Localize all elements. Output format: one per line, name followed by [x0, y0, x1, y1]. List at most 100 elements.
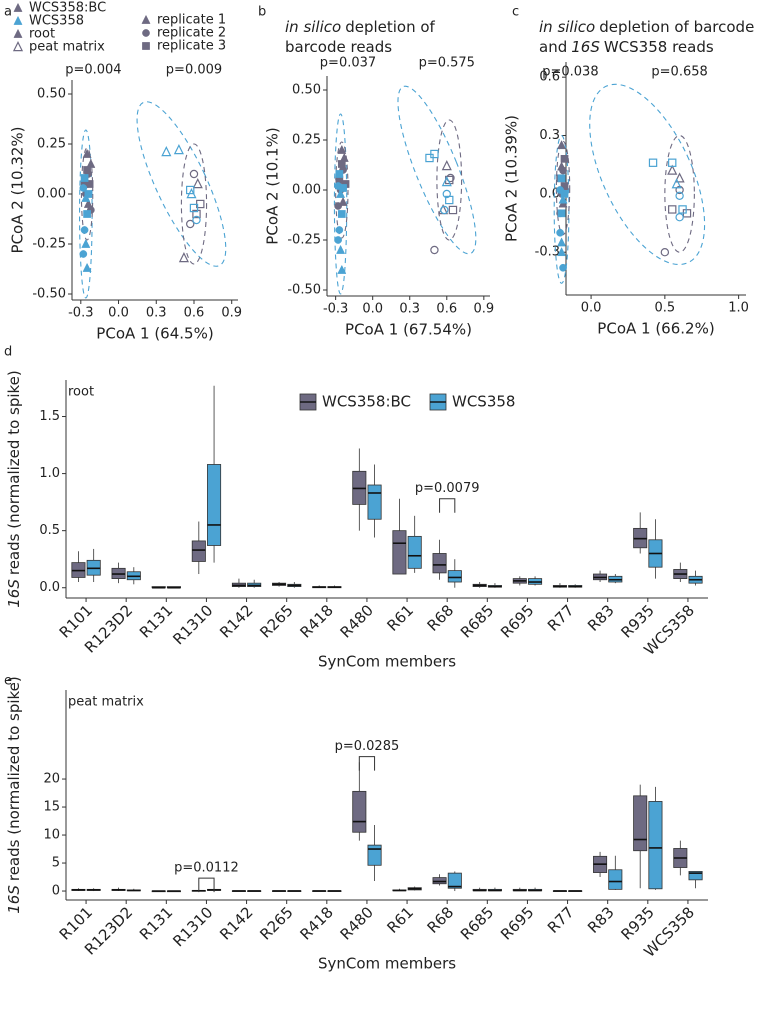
panel-letter: c	[512, 5, 519, 20]
panel-letter: e	[4, 674, 12, 689]
p-value-label: p=0.0112	[174, 861, 239, 876]
legend-label: replicate 2	[157, 26, 226, 41]
legend-label: root	[29, 27, 55, 42]
x-tick-label: 0.0	[108, 306, 129, 321]
point	[83, 166, 91, 174]
legend-label: replicate 3	[157, 39, 226, 54]
y-tick-label: 15	[43, 800, 60, 815]
point	[448, 205, 458, 215]
point	[192, 215, 201, 225]
x-tick-label: R142	[216, 903, 256, 943]
p-value-label: p=0.658	[651, 65, 707, 80]
y-axis-title: 16S reads (normalized to spike)	[5, 370, 23, 608]
point	[557, 174, 566, 183]
point	[173, 144, 184, 155]
x-tick-label: R68	[424, 903, 458, 937]
point	[430, 245, 439, 255]
point	[79, 250, 88, 258]
p-value-label: p=0.575	[419, 56, 475, 71]
point	[660, 248, 670, 257]
box	[432, 877, 447, 885]
point	[83, 210, 91, 218]
point	[337, 160, 346, 168]
legend-marker	[141, 14, 151, 24]
x-axis-title: PCoA 1 (67.54%)	[345, 321, 472, 339]
point	[674, 172, 685, 183]
point	[557, 161, 567, 171]
box	[688, 871, 703, 881]
point	[82, 148, 92, 158]
text-span: in silico	[285, 18, 341, 36]
p-value-label: p=0.0079	[415, 481, 480, 496]
y-tick-label: -0.50	[32, 287, 66, 302]
y-tick-label: -0.50	[287, 283, 321, 298]
y-tick-label: 0.25	[37, 137, 66, 152]
box	[407, 535, 422, 569]
confidence-ellipse	[397, 85, 477, 255]
box	[392, 530, 407, 575]
confidence-ellipse	[80, 147, 94, 241]
x-tick-label: R142	[216, 601, 256, 641]
point	[81, 238, 91, 248]
y-tick-label: 0.50	[37, 87, 66, 102]
x-tick-label: R265	[256, 903, 296, 943]
text-span: reads (normalized to spike)	[5, 370, 23, 575]
y-axis-title: PCoA 2 (10.32%)	[9, 127, 27, 254]
x-tick-label: R61	[383, 903, 417, 937]
point	[442, 189, 451, 199]
y-tick-label: 5	[52, 856, 60, 871]
point	[189, 203, 199, 213]
point	[557, 140, 567, 150]
x-tick-label: R480	[337, 903, 377, 943]
box	[367, 844, 382, 866]
panel-letter: d	[4, 345, 12, 360]
confidence-ellipse	[589, 83, 706, 266]
y-tick-label: -0.25	[287, 233, 321, 248]
y-tick-label: -0.25	[32, 237, 66, 252]
box	[633, 795, 648, 852]
legend-label: peat matrix	[29, 40, 105, 55]
panel-title: in silico depletion of barcode	[539, 18, 754, 36]
point	[558, 194, 568, 204]
confidence-ellipse	[136, 101, 227, 267]
text-span: 16S	[571, 38, 600, 56]
point	[192, 178, 203, 189]
confidence-ellipse	[333, 113, 348, 295]
p-value-label: p=0.037	[320, 56, 376, 71]
box	[367, 484, 382, 520]
point	[440, 205, 449, 215]
point	[339, 184, 347, 192]
point	[556, 228, 564, 237]
point	[557, 237, 567, 247]
point	[161, 146, 172, 157]
point	[678, 205, 687, 214]
x-tick-label: R83	[584, 903, 618, 937]
p-value-label: p=0.038	[542, 65, 598, 80]
y-tick-label: 1.5	[39, 409, 60, 424]
legend-marker	[13, 28, 23, 38]
point	[648, 158, 658, 167]
point	[557, 209, 566, 218]
point	[178, 252, 189, 263]
y-tick-label: 1.0	[39, 466, 60, 481]
x-tick-label: 0.0	[581, 301, 602, 316]
p-value-label: p=0.009	[166, 63, 222, 78]
point	[335, 170, 344, 178]
y-axis-title: 16S reads (normalized to spike)	[5, 676, 23, 914]
point	[80, 226, 89, 234]
x-tick-label: 0.3	[399, 302, 420, 317]
y-tick-label: 0.6	[539, 70, 560, 85]
point	[557, 247, 567, 257]
x-tick-label: R695	[497, 903, 537, 943]
significance-bracket	[439, 498, 456, 513]
x-tick-label: R77	[544, 601, 578, 635]
point	[560, 190, 569, 198]
legend-label: WCS358	[29, 14, 84, 29]
legend-marker	[142, 29, 150, 37]
legend-label: WCS358	[452, 393, 515, 411]
y-axis-title: PCoA 2 (10.1%)	[264, 127, 282, 244]
x-tick-label: R695	[497, 601, 537, 641]
point	[675, 191, 684, 201]
legend-marker	[13, 15, 23, 25]
